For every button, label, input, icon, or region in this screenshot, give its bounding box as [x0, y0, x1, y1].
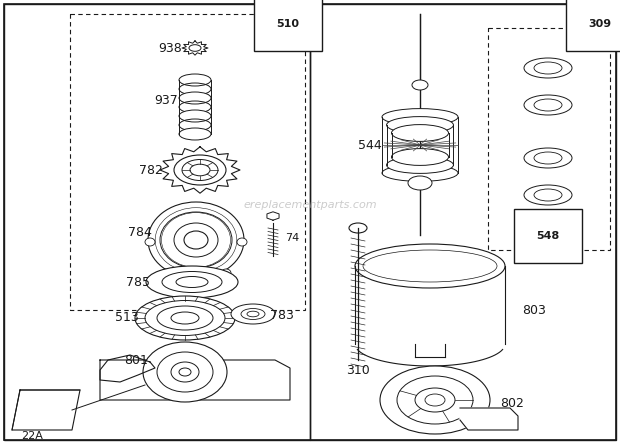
Text: 783: 783	[270, 309, 294, 321]
Text: 801: 801	[124, 353, 148, 366]
Ellipse shape	[161, 269, 171, 277]
Bar	[4, 4, 310, 440]
Ellipse shape	[231, 304, 275, 324]
Ellipse shape	[189, 45, 201, 52]
Polygon shape	[100, 360, 290, 400]
Ellipse shape	[415, 388, 455, 412]
Ellipse shape	[179, 110, 211, 122]
Ellipse shape	[190, 164, 210, 176]
Ellipse shape	[174, 155, 226, 185]
Ellipse shape	[157, 306, 213, 330]
Text: 785: 785	[126, 275, 150, 289]
Ellipse shape	[162, 271, 222, 293]
Text: 544: 544	[358, 139, 382, 151]
Text: 803: 803	[522, 304, 546, 317]
Ellipse shape	[179, 74, 211, 86]
Bar	[488, 28, 610, 250]
Polygon shape	[12, 390, 80, 430]
Ellipse shape	[397, 376, 473, 424]
Ellipse shape	[386, 117, 453, 133]
Ellipse shape	[524, 95, 572, 115]
Ellipse shape	[179, 92, 211, 104]
Text: 784: 784	[128, 226, 152, 238]
Ellipse shape	[146, 266, 238, 298]
Text: 782: 782	[139, 163, 163, 177]
Ellipse shape	[382, 165, 458, 182]
Ellipse shape	[184, 231, 208, 249]
Text: 510: 510	[277, 19, 299, 29]
Ellipse shape	[524, 58, 572, 78]
Polygon shape	[267, 212, 279, 220]
Bar	[310, 4, 616, 440]
Text: 310: 310	[346, 364, 370, 377]
Ellipse shape	[382, 109, 458, 125]
Ellipse shape	[349, 223, 367, 233]
Ellipse shape	[160, 212, 232, 268]
Ellipse shape	[221, 269, 231, 277]
Ellipse shape	[524, 185, 572, 205]
Ellipse shape	[148, 202, 244, 278]
Polygon shape	[460, 408, 518, 430]
Text: 309: 309	[588, 19, 611, 29]
Ellipse shape	[412, 80, 428, 90]
Ellipse shape	[182, 159, 218, 181]
Ellipse shape	[143, 342, 227, 402]
Ellipse shape	[391, 149, 448, 166]
Ellipse shape	[386, 157, 453, 174]
Ellipse shape	[179, 128, 211, 140]
Ellipse shape	[135, 296, 235, 340]
Ellipse shape	[237, 238, 247, 246]
Text: 802: 802	[500, 396, 524, 409]
Ellipse shape	[391, 125, 448, 141]
Text: 937: 937	[154, 94, 178, 107]
Ellipse shape	[380, 366, 490, 434]
Ellipse shape	[174, 223, 218, 257]
Bar	[70, 14, 305, 310]
Ellipse shape	[355, 244, 505, 288]
Text: 548: 548	[536, 231, 560, 241]
Polygon shape	[160, 147, 240, 193]
Ellipse shape	[145, 301, 225, 336]
Ellipse shape	[524, 148, 572, 168]
Text: 74: 74	[285, 233, 299, 243]
Text: 938: 938	[158, 41, 182, 55]
Polygon shape	[182, 41, 208, 55]
Ellipse shape	[157, 352, 213, 392]
Ellipse shape	[241, 309, 265, 320]
Text: ereplacementparts.com: ereplacementparts.com	[243, 200, 377, 210]
Text: 513: 513	[115, 310, 139, 324]
Text: 22A: 22A	[21, 431, 43, 441]
Ellipse shape	[408, 176, 432, 190]
Ellipse shape	[171, 362, 199, 382]
Ellipse shape	[145, 238, 155, 246]
Polygon shape	[100, 355, 155, 382]
